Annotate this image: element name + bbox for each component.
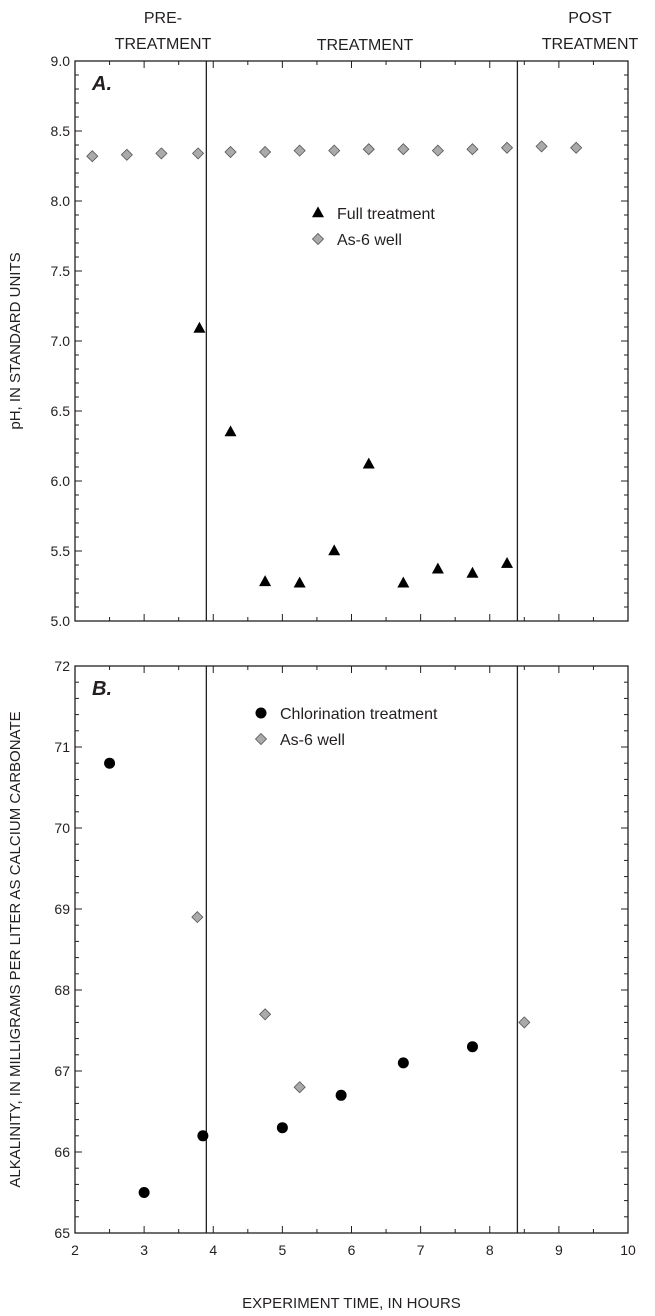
y-tick-label: 5.0: [51, 613, 71, 629]
data-point: [191, 147, 205, 160]
y-tick-label: 7.5: [51, 263, 71, 279]
x-tick-label: 10: [620, 1242, 636, 1258]
legend-marker: [311, 206, 325, 218]
x-tick-label: 5: [278, 1242, 286, 1258]
x-tick-label: 3: [140, 1242, 148, 1258]
y-tick-label: 9.0: [51, 53, 71, 69]
data-point: [518, 1016, 531, 1029]
data-point: [293, 1081, 306, 1094]
x-tick-label: 8: [486, 1242, 494, 1258]
panel-label: B.: [92, 678, 112, 700]
y-tick-label: 70: [54, 820, 70, 836]
y-tick-label: 68: [54, 982, 70, 998]
y-axis-title: pH, IN STANDARD UNITS: [7, 252, 24, 429]
series-as6-well: [86, 140, 583, 163]
data-point: [197, 1130, 209, 1142]
y-tick-label: 66: [54, 1144, 70, 1160]
legend-marker: [254, 732, 268, 746]
data-point: [328, 144, 341, 157]
y-tick-label: 69: [54, 901, 70, 917]
data-point: [224, 425, 237, 437]
panel-label: A.: [91, 73, 112, 95]
series-primary: [104, 757, 478, 1198]
data-point: [501, 556, 514, 568]
data-point: [431, 144, 444, 157]
legend-label: As-6 well: [280, 732, 345, 749]
phase-label-pre-1: TREATMENT: [115, 36, 212, 53]
data-point: [362, 457, 375, 469]
y-tick-label: 8.5: [51, 123, 71, 139]
data-point: [397, 576, 410, 588]
data-point: [86, 150, 99, 163]
data-point: [466, 566, 479, 578]
y-tick-label: 8.0: [51, 193, 71, 209]
plot-frame: [74, 665, 629, 1234]
data-point: [276, 1122, 288, 1134]
y-tick-label: 71: [54, 739, 70, 755]
x-tick-label: 6: [348, 1242, 356, 1258]
data-point: [362, 143, 375, 156]
y-tick-label: 67: [54, 1063, 70, 1079]
x-tick-label: 7: [417, 1242, 425, 1258]
y-tick-label: 6.5: [51, 403, 71, 419]
x-axis-title: EXPERIMENT TIME, IN HOURS: [242, 1295, 461, 1312]
y-tick-label: 65: [54, 1225, 70, 1241]
legend-marker: [311, 232, 325, 246]
legend-label: Full treatment: [337, 206, 435, 223]
data-point: [335, 1089, 347, 1101]
x-tick-label: 4: [209, 1242, 217, 1258]
data-point: [397, 1057, 409, 1069]
legend-label: Chlorination treatment: [280, 706, 438, 723]
x-tick-label: 2: [71, 1242, 79, 1258]
data-point: [191, 911, 204, 924]
legend-label: As-6 well: [337, 232, 402, 249]
data-point: [193, 321, 206, 333]
data-point: [259, 145, 272, 159]
data-point: [259, 575, 272, 587]
y-tick-label: 72: [54, 658, 70, 674]
y-tick-label: 5.5: [51, 543, 71, 559]
data-point: [293, 144, 306, 157]
data-point: [535, 140, 548, 153]
phase-label-treatment-0: TREATMENT: [317, 37, 414, 54]
data-point: [120, 148, 133, 161]
data-point: [138, 1187, 150, 1198]
phase-label-pre-0: PRE-: [144, 10, 182, 27]
x-tick-label: 9: [555, 1242, 563, 1258]
data-point: [570, 141, 583, 154]
y-axis-title: ALKALINITY, IN MILLIGRAMS PER LITER AS C…: [7, 711, 24, 1187]
data-point: [224, 145, 237, 159]
series-primary: [193, 321, 514, 588]
data-point: [466, 143, 479, 156]
data-point: [259, 1008, 272, 1021]
data-point: [155, 147, 168, 160]
phase-label-post-1: TREATMENT: [542, 36, 639, 53]
data-point: [500, 141, 514, 154]
data-point: [328, 544, 341, 556]
y-tick-label: 7.0: [51, 333, 71, 349]
phase-label-post-0: POST: [568, 10, 612, 27]
data-point: [293, 576, 306, 588]
y-tick-label: 6.0: [51, 473, 71, 489]
series-as6-well: [191, 911, 531, 1094]
data-point: [431, 562, 444, 574]
legend-marker: [255, 707, 267, 719]
data-point: [104, 757, 116, 769]
data-point: [397, 143, 410, 156]
panel-a: 5.0 5.5 6.0 6.5 7.0 7.5 8.0 8.5 9.0 pH, IN STANDA…: [7, 53, 629, 629]
data-point: [466, 1041, 478, 1053]
